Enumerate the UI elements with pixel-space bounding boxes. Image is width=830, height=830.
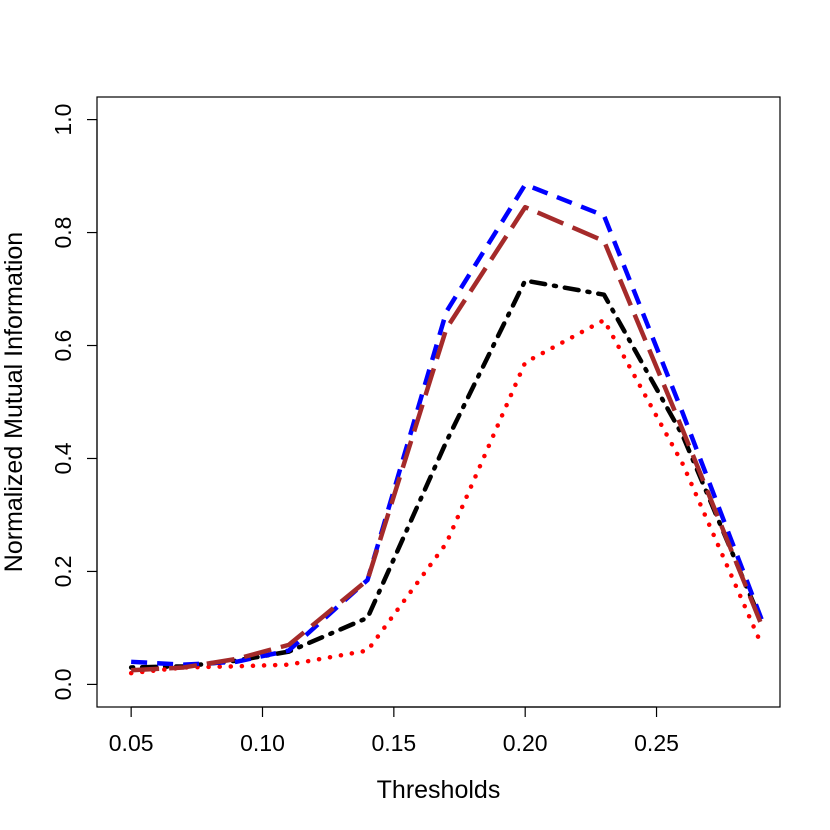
series-line-dotdash (128, 278, 764, 670)
y-tick-label: 0.6 (50, 330, 76, 362)
x-tick-label: 0.25 (634, 730, 679, 756)
y-tick-label: 0.4 (50, 442, 76, 474)
plot-frame (96, 96, 781, 708)
series-line-dotted (128, 317, 764, 676)
y-tick-label: 0.0 (50, 668, 76, 700)
y-axis-label: Normalized Mutual Information (0, 232, 28, 572)
y-tick-label: 0.8 (50, 217, 76, 249)
x-axis: 0.05 0.10 0.15 0.20 0.25 (109, 706, 679, 756)
x-tick-label: 0.10 (240, 730, 285, 756)
y-axis: 0.0 0.2 0.4 0.6 0.8 1.0 (50, 104, 98, 700)
series-line-dashed (131, 182, 764, 667)
x-tick-label: 0.15 (371, 730, 416, 756)
x-axis-label: Thresholds (377, 776, 501, 804)
series-layer (128, 182, 764, 676)
y-tick-label: 0.2 (50, 555, 76, 587)
x-tick-label: 0.05 (109, 730, 154, 756)
y-tick-label: 1.0 (50, 104, 76, 136)
series-line-longdash (131, 204, 764, 673)
x-tick-label: 0.20 (503, 730, 548, 756)
